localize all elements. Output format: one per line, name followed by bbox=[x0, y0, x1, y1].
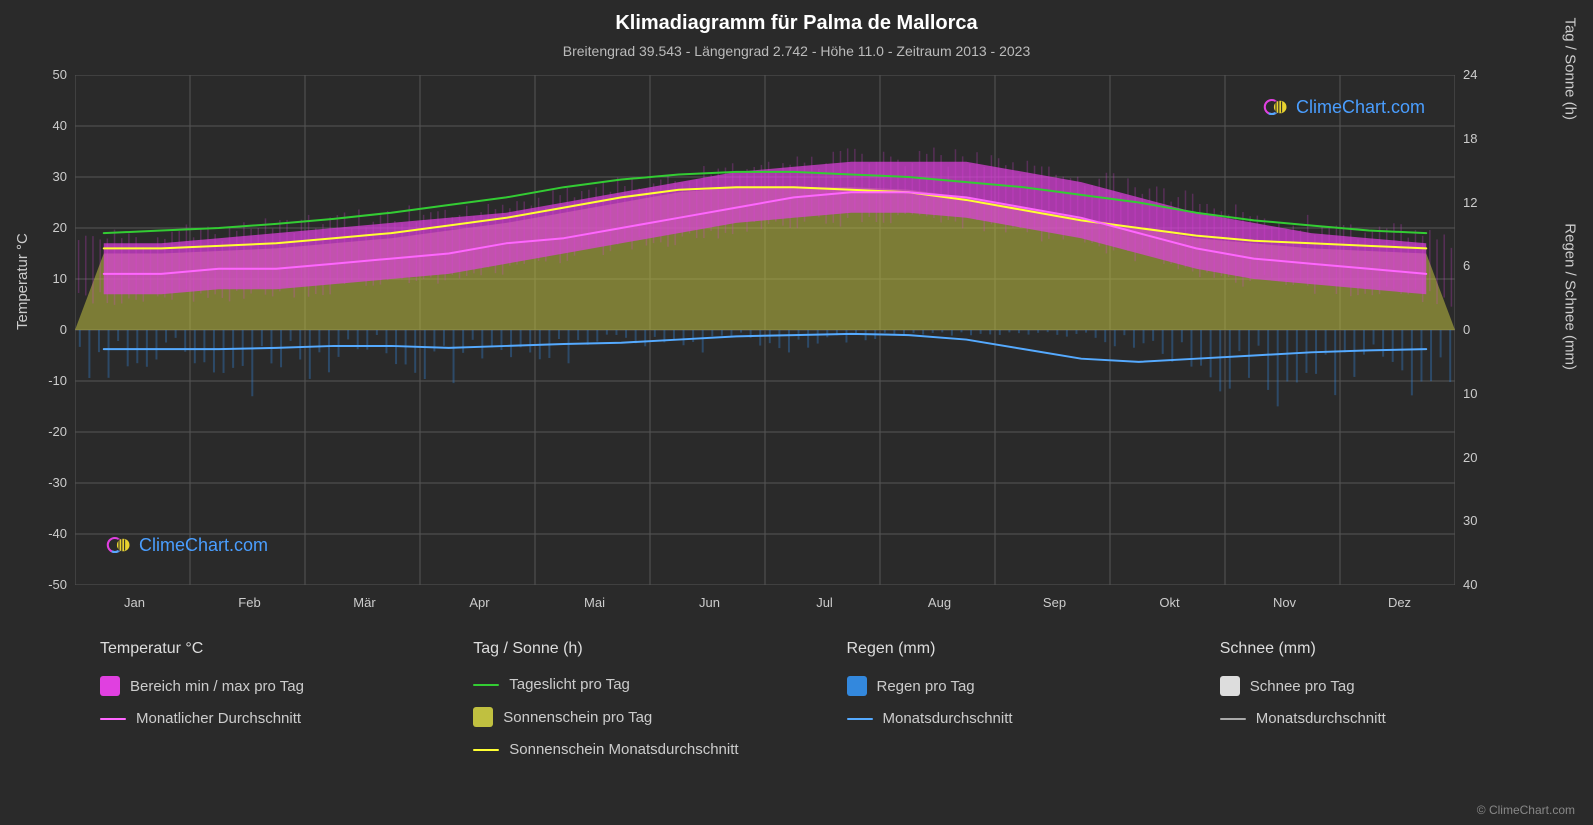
y-left-tick: 50 bbox=[27, 67, 67, 82]
brand-text: ClimeChart.com bbox=[1296, 97, 1425, 118]
legend-column: Regen (mm) Regen pro Tag Monatsdurchschnit… bbox=[847, 640, 1180, 758]
legend-header: Tag / Sonne (h) bbox=[473, 640, 806, 658]
swatch-box-icon bbox=[1220, 676, 1240, 696]
brand-text: ClimeChart.com bbox=[139, 535, 268, 556]
x-month-label: Jul bbox=[805, 595, 845, 610]
swatch-line-icon bbox=[473, 684, 499, 686]
legend-item: Sonnenschein pro Tag bbox=[473, 707, 806, 727]
legend-item: Monatsdurchschnitt bbox=[1220, 710, 1553, 727]
brand-icon bbox=[1262, 93, 1290, 121]
chart-subtitle: Breitengrad 39.543 - Längengrad 2.742 - … bbox=[0, 35, 1593, 59]
legend-item: Schnee pro Tag bbox=[1220, 676, 1553, 696]
y-right-tick: 12 bbox=[1463, 195, 1477, 210]
legend-label: Regen pro Tag bbox=[877, 678, 975, 695]
y-left-tick: 10 bbox=[27, 271, 67, 286]
legend-item: Monatsdurchschnitt bbox=[847, 710, 1180, 727]
legend-item: Regen pro Tag bbox=[847, 676, 1180, 696]
y-right-tick: 20 bbox=[1463, 450, 1477, 465]
x-month-label: Aug bbox=[920, 595, 960, 610]
y-left-tick: -50 bbox=[27, 577, 67, 592]
y-left-tick: -20 bbox=[27, 424, 67, 439]
y-left-tick: 20 bbox=[27, 220, 67, 235]
y-left-tick: -30 bbox=[27, 475, 67, 490]
legend-label: Tageslicht pro Tag bbox=[509, 676, 630, 693]
y-left-tick: 40 bbox=[27, 118, 67, 133]
swatch-box-icon bbox=[473, 707, 493, 727]
legend-item: Bereich min / max pro Tag bbox=[100, 676, 433, 696]
y-left-tick: -10 bbox=[27, 373, 67, 388]
brand-logo-top: ClimeChart.com bbox=[1262, 93, 1425, 121]
legend-column: Tag / Sonne (h) Tageslicht pro Tag Sonnens… bbox=[473, 640, 806, 758]
legend-column: Temperatur °C Bereich min / max pro Tag Mo… bbox=[100, 640, 433, 758]
y-right-tick: 40 bbox=[1463, 577, 1477, 592]
y-left-tick: 30 bbox=[27, 169, 67, 184]
y-left-tick: -40 bbox=[27, 526, 67, 541]
legend-column: Schnee (mm) Schnee pro Tag Monatsdurchschn… bbox=[1220, 640, 1553, 758]
legend-label: Sonnenschein Monatsdurchschnitt bbox=[509, 741, 738, 758]
chart-area: ClimeChart.com ClimeChart.com -50-40-30-… bbox=[75, 75, 1455, 585]
swatch-box-icon bbox=[847, 676, 867, 696]
chart-title: Klimadiagramm für Palma de Mallorca bbox=[0, 0, 1593, 35]
y-axis-left-title: Temperatur °C bbox=[14, 233, 31, 330]
x-month-label: Apr bbox=[460, 595, 500, 610]
legend-header: Regen (mm) bbox=[847, 640, 1180, 658]
x-month-label: Okt bbox=[1150, 595, 1190, 610]
legend-label: Sonnenschein pro Tag bbox=[503, 709, 652, 726]
y-axis-right-bottom-title: Regen / Schnee (mm) bbox=[1562, 223, 1579, 370]
legend-label: Monatsdurchschnitt bbox=[1256, 710, 1386, 727]
swatch-box-icon bbox=[100, 676, 120, 696]
x-month-label: Feb bbox=[230, 595, 270, 610]
legend-header: Schnee (mm) bbox=[1220, 640, 1553, 658]
climate-plot bbox=[75, 75, 1455, 585]
copyright: © ClimeChart.com bbox=[1477, 803, 1575, 817]
x-month-label: Sep bbox=[1035, 595, 1075, 610]
swatch-line-icon bbox=[100, 718, 126, 720]
legend-item: Sonnenschein Monatsdurchschnitt bbox=[473, 741, 806, 758]
legend-item: Monatlicher Durchschnitt bbox=[100, 710, 433, 727]
y-right-tick: 6 bbox=[1463, 258, 1470, 273]
x-month-label: Mär bbox=[345, 595, 385, 610]
x-month-label: Nov bbox=[1265, 595, 1305, 610]
brand-logo-bottom: ClimeChart.com bbox=[105, 531, 268, 559]
x-month-label: Jan bbox=[115, 595, 155, 610]
y-right-tick: 24 bbox=[1463, 67, 1477, 82]
legend-item: Tageslicht pro Tag bbox=[473, 676, 806, 693]
legend-label: Monatlicher Durchschnitt bbox=[136, 710, 301, 727]
swatch-line-icon bbox=[473, 749, 499, 751]
swatch-line-icon bbox=[847, 718, 873, 720]
y-right-tick: 30 bbox=[1463, 513, 1477, 528]
x-month-label: Dez bbox=[1380, 595, 1420, 610]
swatch-line-icon bbox=[1220, 718, 1246, 720]
brand-icon bbox=[105, 531, 133, 559]
legend: Temperatur °C Bereich min / max pro Tag Mo… bbox=[100, 640, 1553, 758]
x-month-label: Jun bbox=[690, 595, 730, 610]
y-left-tick: 0 bbox=[27, 322, 67, 337]
y-right-tick: 10 bbox=[1463, 386, 1477, 401]
legend-label: Monatsdurchschnitt bbox=[883, 710, 1013, 727]
legend-label: Schnee pro Tag bbox=[1250, 678, 1355, 695]
x-month-label: Mai bbox=[575, 595, 615, 610]
y-axis-right-top-title: Tag / Sonne (h) bbox=[1562, 17, 1579, 120]
legend-label: Bereich min / max pro Tag bbox=[130, 678, 304, 695]
legend-header: Temperatur °C bbox=[100, 640, 433, 658]
y-right-tick: 0 bbox=[1463, 322, 1470, 337]
y-right-tick: 18 bbox=[1463, 131, 1477, 146]
